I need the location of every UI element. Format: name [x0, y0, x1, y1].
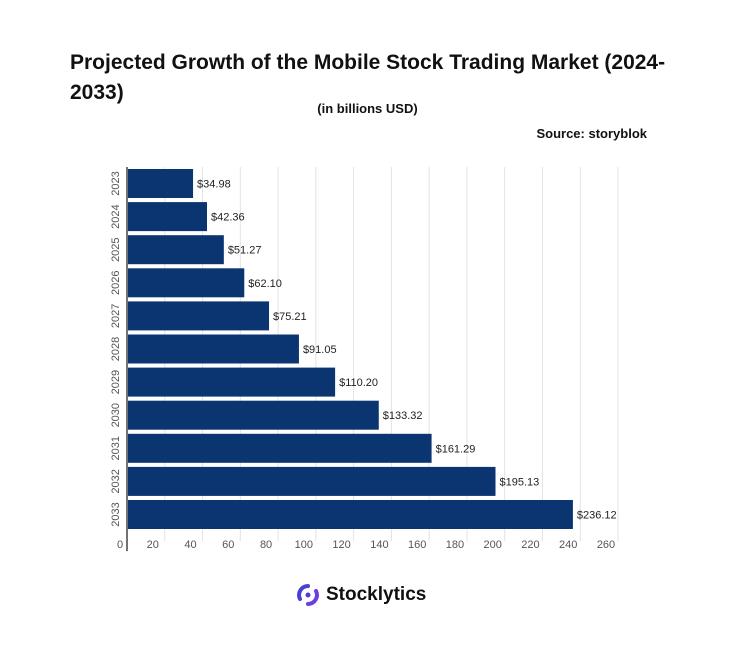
y-tick-label: 2023: [110, 171, 122, 195]
bar: [128, 334, 299, 364]
data-label: $42.36: [211, 212, 245, 224]
data-label: $195.13: [499, 476, 539, 488]
data-label: $91.05: [303, 344, 337, 356]
bar: [128, 301, 270, 331]
y-tick-label: 2032: [110, 469, 122, 493]
bar: [128, 500, 573, 529]
bar: [128, 169, 194, 198]
x-tick-label: 0: [117, 539, 123, 551]
x-tick-label: 160: [408, 539, 426, 551]
y-tick-label: 2024: [110, 204, 122, 228]
data-label: $51.27: [228, 245, 262, 257]
data-label: $110.20: [339, 377, 378, 389]
x-tick-label: 220: [521, 539, 539, 551]
bar: [128, 268, 245, 298]
x-tick-label: 60: [222, 539, 234, 551]
y-tick-label: 2028: [110, 337, 122, 361]
bar: [128, 367, 336, 397]
stocklytics-logo: Stocklytics: [296, 583, 426, 607]
x-tick-label: 100: [295, 539, 313, 551]
bar: [128, 466, 496, 496]
logo-text: Stocklytics: [326, 584, 427, 605]
data-label: $75.21: [273, 311, 307, 323]
bar: [128, 400, 379, 430]
y-tick-label: 2030: [110, 403, 122, 427]
y-tick-label: 2025: [110, 237, 122, 261]
x-tick-label: 80: [260, 539, 272, 551]
source-label: Source: storyblok: [536, 126, 647, 141]
bar: [128, 235, 224, 265]
x-tick-label: 240: [559, 539, 577, 551]
bar: [128, 202, 207, 232]
x-tick-label: 140: [370, 539, 388, 551]
y-tick-label: 2031: [110, 436, 122, 460]
y-tick-label: 2029: [110, 370, 122, 394]
y-tick-label: 2026: [110, 271, 122, 295]
x-tick-label: 260: [597, 539, 615, 551]
bar: [128, 433, 432, 463]
data-label: $133.32: [383, 410, 423, 422]
x-tick-label: 120: [332, 539, 350, 551]
x-tick-label: 200: [484, 539, 502, 551]
data-label: $161.29: [436, 443, 476, 455]
chart-title: Projected Growth of the Mobile Stock Tra…: [70, 51, 666, 104]
data-label: $62.10: [248, 278, 282, 290]
x-tick-label: 20: [147, 539, 159, 551]
chart-subtitle: (in billions USD): [317, 101, 418, 116]
stocklytics-logo-icon: [297, 584, 319, 606]
bar-chart: 0 20 40 60 80 100 120 140 160 180 200 220 240 260 $34.…: [110, 167, 619, 552]
y-tick-label: 2033: [110, 502, 122, 526]
x-tick-label: 40: [184, 539, 196, 551]
data-label: $236.12: [577, 510, 617, 522]
data-label: $34.98: [197, 179, 231, 191]
y-tick-label: 2027: [110, 304, 122, 328]
x-tick-label: 180: [446, 539, 464, 551]
